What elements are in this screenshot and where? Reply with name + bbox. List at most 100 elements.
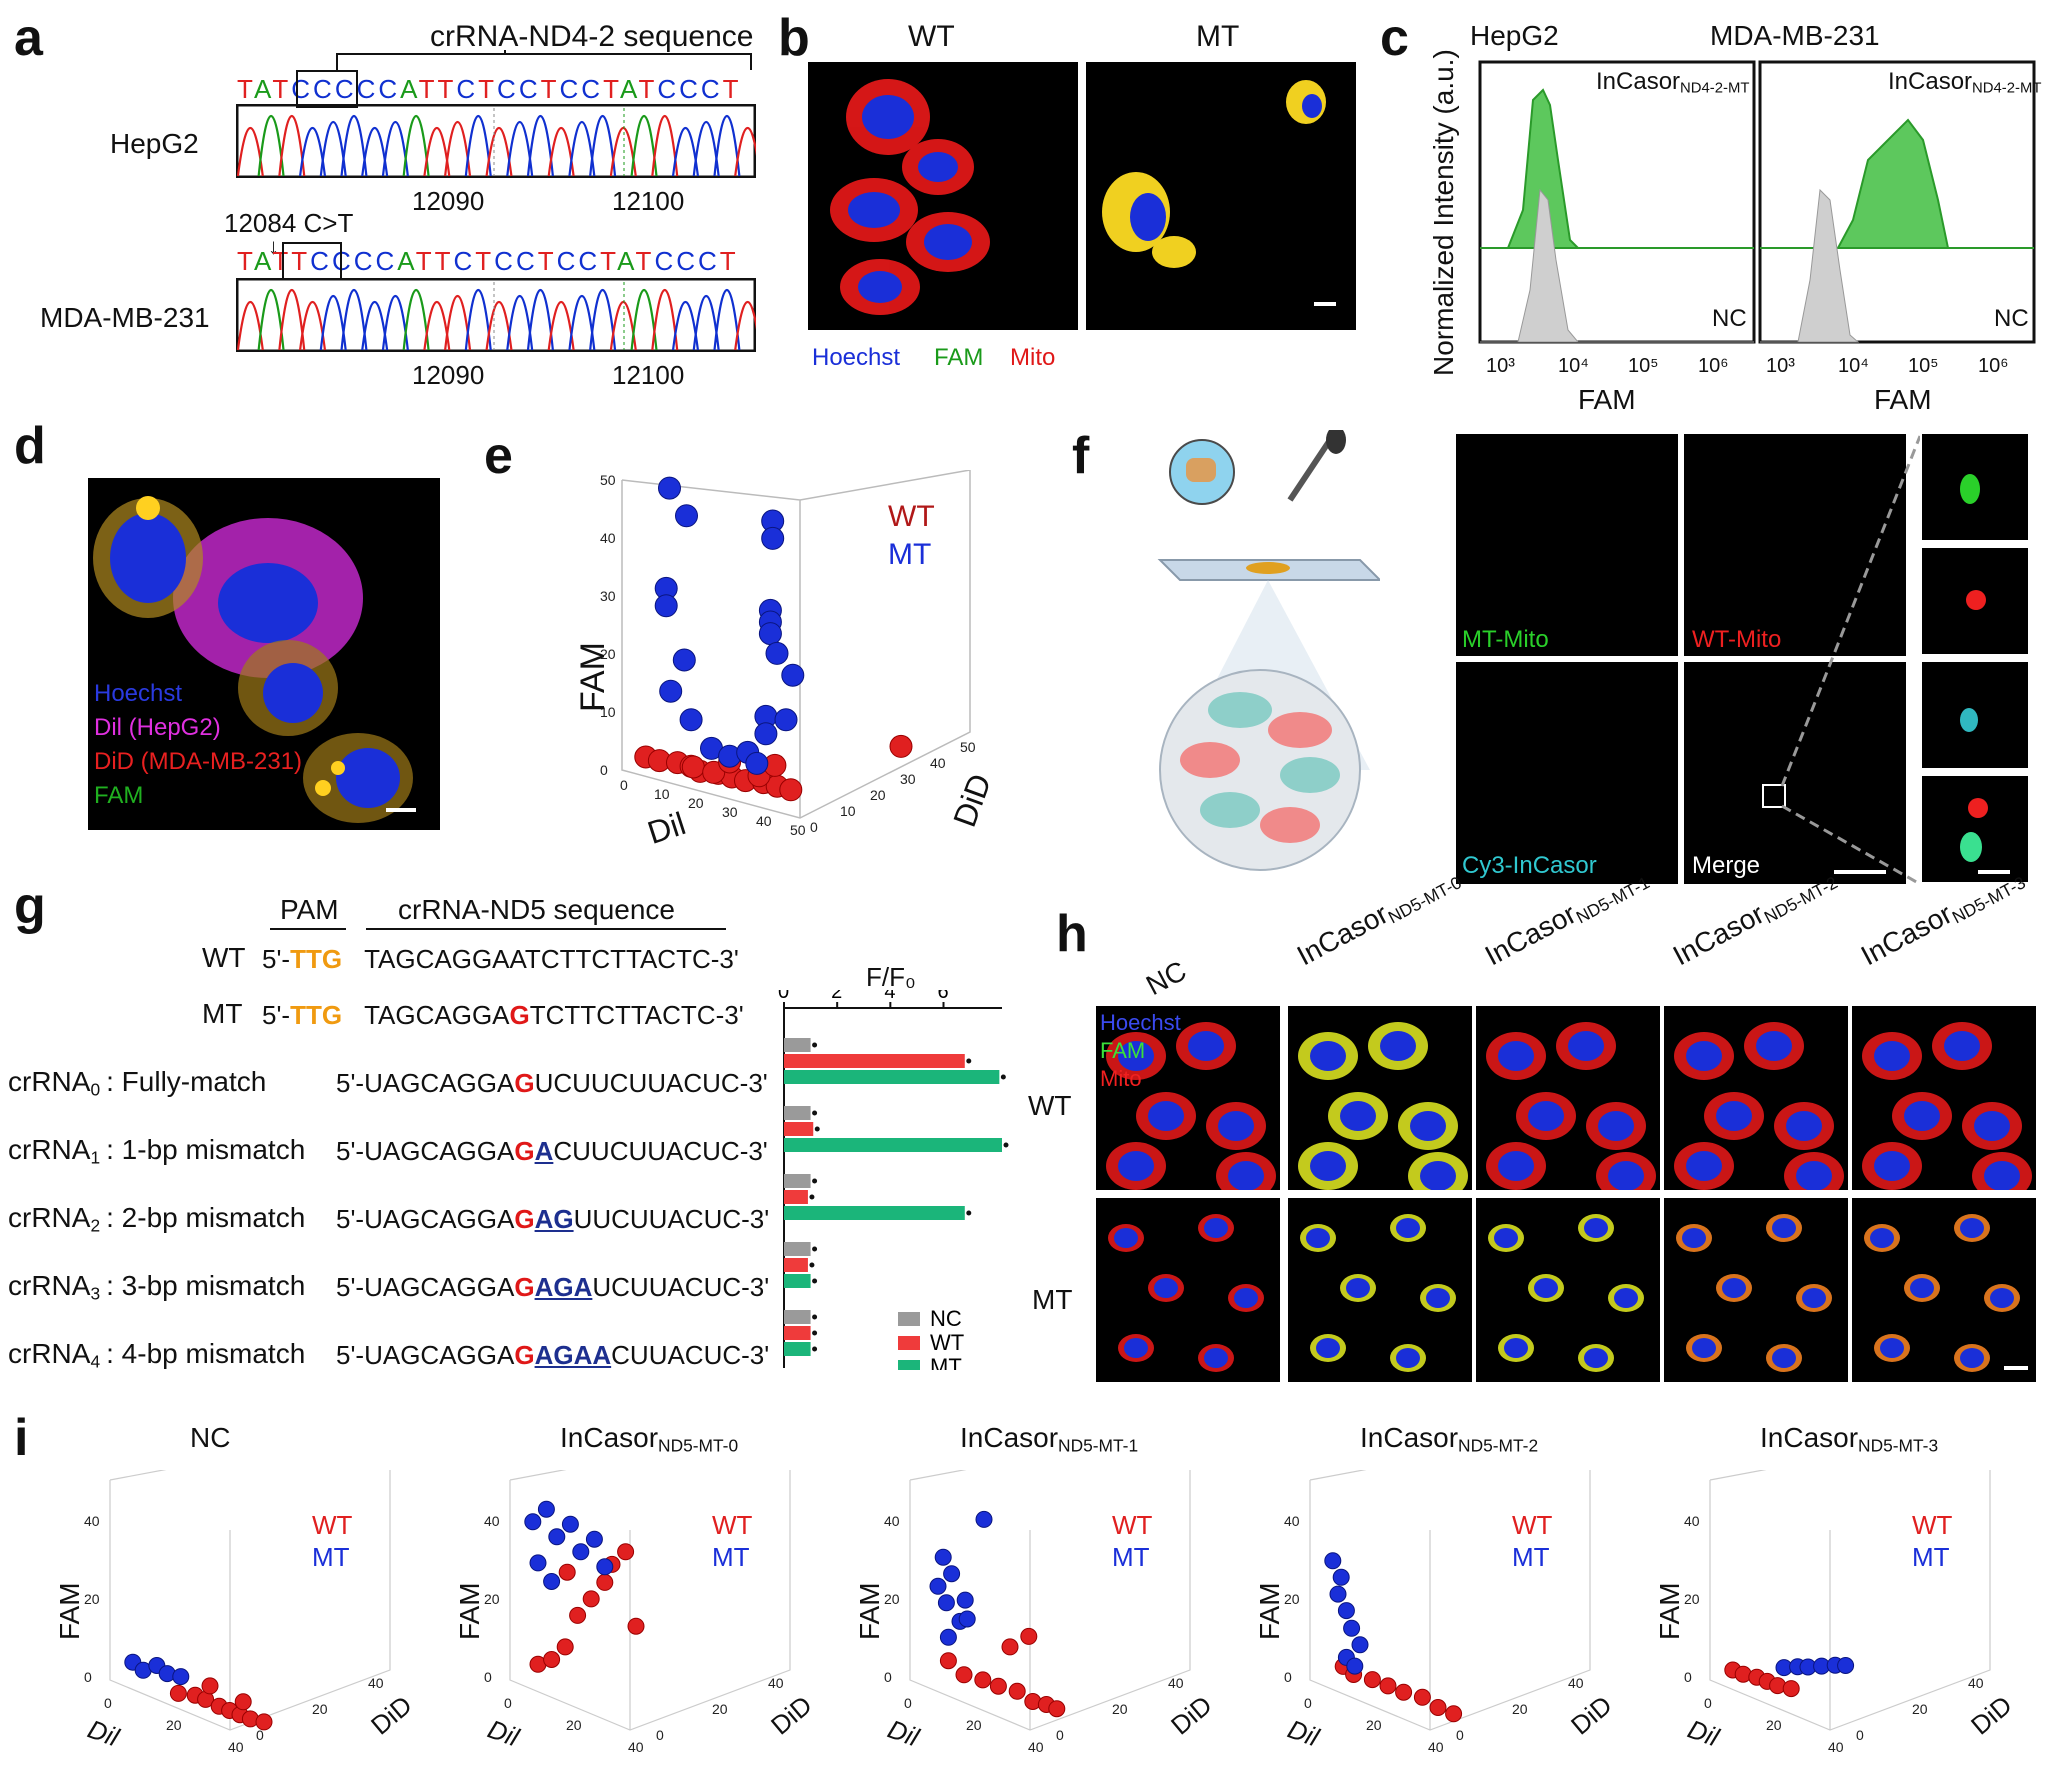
- a-base: T: [415, 246, 435, 276]
- a-cell2: MDA-MB-231: [40, 302, 210, 333]
- g-bar-dot: [966, 1210, 972, 1216]
- i-legend-wt: WT: [312, 1510, 353, 1540]
- f-label-wt: WT-Mito: [1692, 626, 1782, 653]
- h-nucleus: [1494, 1228, 1518, 1248]
- h-nucleus: [1874, 1041, 1910, 1071]
- h-nucleus: [1204, 1218, 1228, 1238]
- f-zoom-4: [1922, 776, 2028, 882]
- i-famtick: 0: [484, 1669, 492, 1685]
- h-image: [1852, 1198, 2036, 1382]
- a-base: C: [654, 246, 677, 276]
- c-label-1: InCasorND4-2-MT: [1596, 68, 1750, 97]
- chromatogram-peak: [630, 114, 658, 177]
- a-base: T: [434, 246, 454, 276]
- chromatogram-peak: [257, 114, 285, 177]
- g-bar-dot: [1000, 1074, 1006, 1080]
- h-nucleus: [1118, 1041, 1154, 1071]
- h-nucleus: [1944, 1031, 1980, 1061]
- a-seq1: TATCCCCCATTCTCCTCCTATCCCT: [237, 74, 742, 105]
- a-base: C: [334, 74, 357, 104]
- g-header: crRNA-ND5 sequence: [398, 894, 675, 925]
- g-bar-dot: [812, 1278, 818, 1284]
- h-nucleus: [1114, 1228, 1138, 1248]
- h-col-title: NC: [1140, 954, 1192, 1002]
- i-famtick: 0: [84, 1669, 92, 1685]
- e-point-wt: [889, 734, 913, 758]
- a-base: T: [603, 74, 621, 104]
- f-zoom-2: [1922, 548, 2028, 654]
- a-cell1: HepG2: [110, 128, 199, 159]
- chromatogram-peak: [568, 295, 596, 351]
- h-nucleus: [1396, 1218, 1420, 1238]
- a-base: A: [617, 246, 636, 276]
- i-title: InCasorND5-MT-2: [1360, 1422, 1539, 1456]
- i-didtick: 20: [1112, 1701, 1128, 1717]
- chromatogram-peak: [734, 126, 756, 177]
- h-nucleus: [1802, 1288, 1826, 1308]
- i-didtick: 0: [1856, 1727, 1864, 1743]
- g-bar-wt: [784, 1054, 965, 1068]
- svg-text:10⁵: 10⁵: [1908, 355, 1939, 377]
- c-title-2: MDA-MB-231: [1710, 20, 1880, 51]
- i-diltick: 0: [104, 1695, 112, 1711]
- i-legend-mt: MT: [1912, 1542, 1950, 1572]
- i-famtick: 20: [1684, 1591, 1700, 1607]
- i-point-mt: [543, 1573, 561, 1590]
- i-didtick: 20: [312, 1701, 328, 1717]
- i-diltick: 0: [1304, 1695, 1312, 1711]
- i-plot: 0 20 40 0 20 40 0 20 40: [870, 1449, 1230, 1760]
- chromatogram-peak: [257, 288, 285, 351]
- a-base: C: [494, 246, 516, 276]
- h-nucleus: [1410, 1111, 1446, 1141]
- g-row-label: crRNA3: 3-bp mismatch: [8, 1270, 306, 1304]
- chromatogram-frame: [236, 278, 756, 352]
- a-chromatogram-1: [236, 104, 756, 178]
- f-zoom-lines: [1780, 435, 1920, 886]
- g-xtick-label: 2: [831, 990, 842, 1003]
- i-famtick: 0: [1684, 1669, 1692, 1685]
- h-nucleus: [1218, 1111, 1254, 1141]
- a-chromatogram-2: [236, 278, 756, 352]
- h-nucleus: [1686, 1041, 1722, 1071]
- i-diltick: 20: [1766, 1717, 1782, 1733]
- c-nc-2: NC: [1994, 305, 2029, 332]
- d-legend-hoechst: Hoechst: [94, 680, 183, 707]
- h-nucleus: [1974, 1111, 2010, 1141]
- e-dtick: 20: [870, 787, 886, 803]
- chromatogram-frame: [236, 104, 756, 178]
- e-point-mt: [672, 648, 696, 672]
- svg-text:10⁴: 10⁴: [1558, 355, 1589, 377]
- h-nucleus: [1772, 1348, 1796, 1368]
- h-nucleus: [1598, 1111, 1634, 1141]
- h-nucleus: [1786, 1111, 1822, 1141]
- g-bar-dot: [812, 1042, 818, 1048]
- svg-text:10³: 10³: [1766, 355, 1795, 377]
- h-image: [1476, 1006, 1660, 1190]
- i-legend-mt: MT: [712, 1542, 750, 1572]
- f-schematic: [1157, 430, 1380, 871]
- h-nucleus: [1880, 1338, 1904, 1358]
- e-point-wt: [681, 755, 705, 779]
- i-point-wt: [939, 1652, 957, 1670]
- b-wt-title: WT: [908, 20, 955, 53]
- d-legend-fam: FAM: [94, 782, 144, 809]
- a-base: T: [291, 246, 311, 276]
- i-point-mt: [585, 1530, 603, 1548]
- i-diltick: 20: [166, 1717, 182, 1733]
- g-bar-wt: [784, 1258, 808, 1272]
- a-base: T: [600, 246, 618, 276]
- a-base: C: [679, 74, 701, 104]
- h-legend-hoechst: Hoechst: [1100, 1010, 1181, 1035]
- h-nucleus: [1204, 1348, 1228, 1368]
- e-point-mt: [659, 679, 683, 703]
- chromatogram-peak: [444, 121, 472, 177]
- e-xtick: 20: [688, 795, 704, 811]
- a-base: C: [676, 246, 698, 276]
- i-point-mt: [537, 1500, 555, 1518]
- i-point-mt: [1337, 1602, 1355, 1620]
- e-point-mt: [658, 476, 681, 500]
- a-base: A: [620, 74, 639, 104]
- panel-label-d: d: [14, 417, 46, 475]
- b-mt-title: MT: [1196, 20, 1240, 53]
- h-nucleus: [1960, 1218, 1984, 1238]
